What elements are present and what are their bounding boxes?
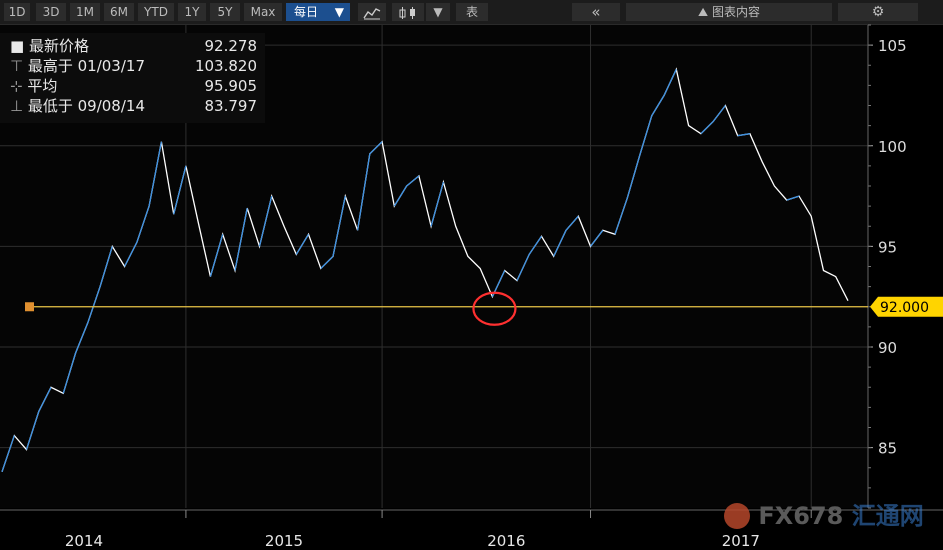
price-tag-shape [870,296,943,317]
x-tick-label: 2015 [265,532,303,550]
top-toolbar: 1D 3D 1M 6M YTD 1Y 5Y Max 每日 ▼ ▼ 表 « ⛰ 图… [0,0,943,25]
chart-content-button[interactable]: ⛰ 图表内容 [626,3,832,21]
legend-avg-label: 平均 [27,77,58,95]
level-price-tag: 92.000 [870,296,943,317]
chevron-down-icon: ▼ [433,5,443,19]
legend-high-label: 最高于 01/03/17 [27,57,145,75]
y-axis-labels: 85 90 95 100 105 [867,24,907,509]
legend-low-value: 83.797 [204,97,258,115]
chart-grid [0,25,868,508]
watermark-fx678: FX678 [758,502,844,530]
legend-last-label: 最新价格 [28,37,89,55]
range-max-button[interactable]: Max [244,3,282,21]
price-tag-label: 92.000 [880,300,929,316]
range-3d-button[interactable]: 3D [36,3,66,21]
legend-high: ⊤ 最高于 01/03/17 [10,56,145,76]
collapse-icon[interactable]: « [572,3,620,21]
legend-avg-value: 95.905 [204,77,258,95]
table-button[interactable]: 表 [456,3,488,21]
watermark-logo-icon [724,503,750,529]
x-tick-label: 2017 [722,532,760,550]
x-tick-label: 2014 [65,532,103,550]
y-tick-label: 105 [878,37,907,55]
square-icon: ■ [10,37,25,55]
range-5y-button[interactable]: 5Y [210,3,240,21]
chart-settings-icon: ⛰ [698,5,709,19]
y-tick-label: 95 [878,238,897,256]
y-tick-label: 100 [878,138,907,156]
x-axis-band [0,510,943,550]
y-tick-label: 90 [878,339,897,357]
line-chart-icon[interactable] [358,3,386,21]
y-tick-label: 85 [878,440,897,458]
range-ytd-button[interactable]: YTD [138,3,174,21]
level-line-handle[interactable] [25,302,34,312]
chart-content-label: 图表内容 [711,5,760,19]
watermark: FX678 汇通网 [724,497,924,533]
legend-last: ■ 最新价格 [10,36,89,56]
high-marker-icon: ⊤ [10,57,24,75]
legend-last-value: 92.278 [204,37,258,55]
gear-icon[interactable]: ⚙ [838,3,918,21]
range-1d-button[interactable]: 1D [4,3,30,21]
range-1y-button[interactable]: 1Y [178,3,206,21]
price-line-up-segments [1,69,800,473]
x-tick-label: 2016 [487,532,525,550]
low-marker-icon: ⊥ [10,97,24,115]
legend-panel: ■ 最新价格 92.278 ⊤ 最高于 01/03/17 103.820 ⊹ 平… [0,33,265,123]
legend-high-value: 103.820 [194,57,257,75]
legend-avg: ⊹ 平均 [10,76,57,96]
average-marker-icon: ⊹ [10,77,23,95]
highlight-circle [472,291,517,326]
frequency-dropdown[interactable]: 每日 ▼ [286,3,350,21]
chevron-down-icon: ▼ [334,5,344,19]
range-1m-button[interactable]: 1M [70,3,100,21]
frequency-label: 每日 [294,5,319,19]
legend-low-label: 最低于 09/08/14 [27,97,145,115]
watermark-site: 汇通网 [851,502,924,530]
chart-type-dropdown[interactable]: ▼ [426,3,450,21]
x-axis-labels: 2014 2015 2016 2017 [0,509,943,550]
legend-low: ⊥ 最低于 09/08/14 [10,96,145,116]
range-6m-button[interactable]: 6M [104,3,134,21]
candlestick-icon[interactable] [392,3,424,21]
